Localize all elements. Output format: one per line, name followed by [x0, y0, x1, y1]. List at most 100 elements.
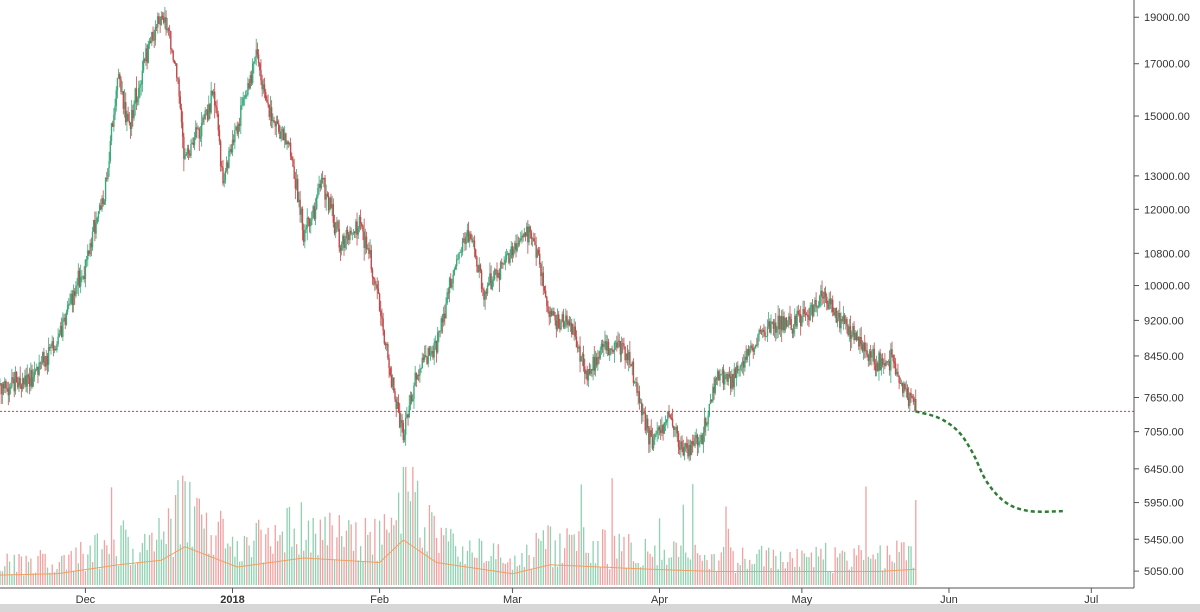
- volume-bar: [279, 535, 281, 585]
- candle-body: [772, 321, 775, 329]
- candle-body: [521, 235, 523, 239]
- candle-body: [491, 280, 493, 290]
- candle-body: [400, 420, 402, 428]
- volume-bar: [642, 565, 644, 585]
- volume-bar: [535, 532, 537, 585]
- volume-bar: [364, 518, 367, 585]
- candle-body: [540, 264, 542, 277]
- candle-body: [305, 228, 307, 231]
- volume-bar: [663, 549, 665, 585]
- candle-body: [661, 425, 663, 434]
- candle-body: [331, 204, 333, 208]
- candle-body: [582, 354, 585, 367]
- volume-bar: [447, 541, 450, 585]
- candle-body: [172, 50, 174, 61]
- candle-body: [441, 318, 444, 323]
- volume-bar: [312, 517, 314, 585]
- candle-body: [766, 326, 769, 337]
- candle-body: [874, 364, 877, 371]
- candle-body: [489, 273, 491, 284]
- y-tick-label: 15000.00: [1144, 111, 1190, 123]
- candle-body: [903, 383, 905, 393]
- candle-body: [796, 310, 798, 327]
- volume-bar: [784, 568, 786, 585]
- volume-bar: [751, 564, 753, 585]
- candle-body: [246, 94, 248, 96]
- volume-bar: [575, 551, 578, 585]
- candle-body: [850, 334, 853, 339]
- candle-body: [894, 363, 897, 375]
- candle-body: [542, 272, 544, 287]
- candle-body: [304, 230, 306, 242]
- candle-body: [483, 289, 485, 300]
- candle-body: [57, 336, 59, 345]
- volume-bar: [1, 571, 4, 585]
- candle-body: [859, 337, 861, 347]
- volume-bar: [727, 528, 730, 585]
- candle-body: [860, 337, 862, 345]
- candle-body: [809, 306, 811, 321]
- candle-body: [590, 369, 592, 374]
- candle-body: [12, 377, 14, 380]
- candle-body: [897, 371, 899, 376]
- volume-bar: [656, 565, 658, 585]
- volume-bar: [63, 554, 65, 585]
- candle-body: [69, 303, 71, 304]
- volume-bar: [647, 551, 649, 585]
- candle-body: [759, 329, 762, 332]
- candle-body: [797, 310, 800, 314]
- candle-body: [725, 374, 727, 375]
- candle-body: [801, 316, 803, 326]
- volume-bar: [46, 567, 49, 585]
- candle-body: [268, 104, 270, 117]
- candle-body: [324, 177, 326, 200]
- candle-body: [461, 238, 464, 252]
- candle-body: [662, 425, 664, 434]
- candle-body: [561, 314, 563, 322]
- candle-body: [446, 292, 448, 304]
- candle-body: [420, 368, 422, 370]
- candle-body: [241, 105, 243, 106]
- volume-bar: [822, 559, 824, 585]
- candle-body: [594, 357, 597, 371]
- volume-bar: [324, 516, 326, 585]
- volume-bar: [694, 544, 696, 585]
- candlesticks: [0, 6, 917, 462]
- bottom-scrollbar[interactable]: [0, 604, 1200, 612]
- volume-bar: [32, 573, 34, 585]
- candle-body: [794, 315, 796, 325]
- candle-body: [256, 49, 259, 55]
- candle-body: [307, 217, 310, 219]
- candle-body: [412, 398, 414, 402]
- candle-body: [726, 374, 728, 382]
- volume-bar: [167, 508, 170, 585]
- volume-bar: [478, 538, 480, 585]
- volume-bar: [4, 566, 6, 585]
- candle-body: [509, 258, 511, 263]
- candle-body: [259, 63, 261, 71]
- candle-body: [181, 122, 184, 137]
- volume-bar: [51, 564, 53, 585]
- volume-bar: [414, 492, 416, 585]
- candle-body: [727, 374, 730, 382]
- candle-body: [835, 308, 837, 323]
- candle-body: [433, 343, 435, 358]
- candle-body: [642, 412, 644, 416]
- volume-bar: [170, 518, 172, 585]
- candle-body: [235, 126, 237, 131]
- candle-body: [204, 110, 206, 119]
- volume-bar: [471, 552, 473, 585]
- volume-bar: [407, 491, 409, 585]
- candle-body: [556, 314, 559, 330]
- volume-bar: [376, 560, 378, 585]
- volume-bar: [286, 508, 288, 585]
- volume-bar: [571, 534, 573, 585]
- candle-body: [775, 322, 777, 333]
- volume-bar: [201, 514, 203, 585]
- volume-bar: [540, 540, 542, 585]
- volume-bar: [687, 557, 689, 585]
- candle-body: [476, 256, 478, 267]
- volume-bar: [644, 538, 646, 585]
- candle-body: [26, 374, 28, 387]
